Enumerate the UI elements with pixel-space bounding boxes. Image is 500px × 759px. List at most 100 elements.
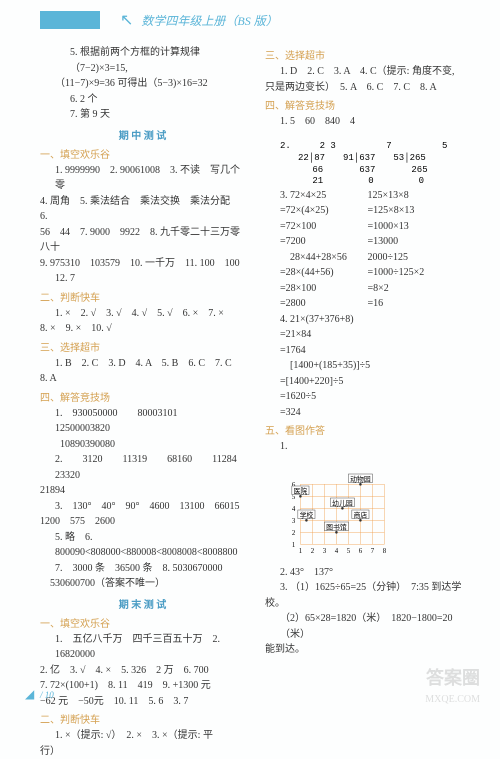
calc-line: =8×2 xyxy=(368,281,471,297)
calc-line: 4. 21×(37+376+8) xyxy=(265,312,470,328)
calc-line: 125×13×8 xyxy=(368,188,471,204)
svg-text:7: 7 xyxy=(371,548,375,555)
svg-text:1: 1 xyxy=(292,542,296,549)
text-line: （2）65×28=1820（米） 1820−1800=20（米） xyxy=(265,611,470,642)
text-line: 5. 略 6. 800090<808000<880008<8008008<800… xyxy=(40,530,245,561)
calc-line: [1400+(185+35)]÷5 xyxy=(265,358,470,374)
calc-line: =1764 xyxy=(265,343,470,359)
subsection-title: 一、填空欢乐谷 xyxy=(40,146,245,161)
text-line: 3. 130° 40° 90° 4600 13100 66015 xyxy=(40,499,245,515)
calc-line: =21×84 xyxy=(265,327,470,343)
calc-line: =1620÷5 xyxy=(265,389,470,405)
text-line: 7. 3000 条 36500 条 8. 5030670000 xyxy=(40,561,245,577)
svg-text:动物园: 动物园 xyxy=(350,475,371,484)
text-line: 只是两边变长） 5. A 6. C 7. C 8. A xyxy=(265,80,470,96)
text-line: 8. × 9. × 10. √ xyxy=(40,321,245,337)
subsection-title: 四、解答竞技场 xyxy=(265,97,470,112)
calc-line: =28×100 xyxy=(265,281,368,297)
text-line: 3. （1）1625÷65=25（分钟） 7:35 到达学 xyxy=(265,580,470,596)
text-line: 6. 2 个 xyxy=(40,92,245,108)
calc-line: =72×(4×25) xyxy=(265,203,368,219)
calc-line: 28×44+28×56 xyxy=(265,250,368,266)
svg-text:2: 2 xyxy=(311,548,315,555)
text-line: 2. 3120 11319 68160 11284 23320 xyxy=(40,452,245,483)
text-line: 10890390080 xyxy=(40,437,245,453)
subsection-title: 一、填空欢乐谷 xyxy=(40,615,245,630)
calc-line: =13000 xyxy=(368,234,471,250)
content-columns: 5. 根据前两个方框的计算规律（7−2)×3=15, （11−7)×9=36 可… xyxy=(0,40,500,759)
calc-line: =72×100 xyxy=(265,219,368,235)
subsection-title: 三、选择超市 xyxy=(265,47,470,62)
text-line: 56 44 7. 9000 9922 8. 九千零二十三万零八十 xyxy=(40,225,245,256)
svg-text:8: 8 xyxy=(383,548,387,555)
calc-line: =2800 xyxy=(265,296,368,312)
text-line: 12. 7 xyxy=(40,271,245,287)
calc-line: =324 xyxy=(265,405,470,421)
calc-pair: 3. 72×4×25 =72×(4×25) =72×100 =7200 125×… xyxy=(265,188,470,250)
header-title: 数学四年级上册（BS 版） xyxy=(141,12,277,29)
calc-line: 3. 72×4×25 xyxy=(265,188,368,204)
svg-text:图书馆: 图书馆 xyxy=(326,523,347,532)
text-line: 1. D 2. C 3. A 4. C（提示: 角度不变, xyxy=(265,64,470,80)
calc-line: =7200 xyxy=(265,234,368,250)
svg-text:2: 2 xyxy=(292,530,296,537)
text-line: 9. 975310 103579 10. 一千万 11. 100 100 xyxy=(40,256,245,272)
text-line: 行） xyxy=(40,744,245,759)
calc-pair: 28×44+28×56 =28×(44+56) =28×100 =2800 20… xyxy=(265,250,470,312)
calc-line: 2000÷125 xyxy=(368,250,471,266)
text-line: 校。 xyxy=(265,596,470,612)
text-line: 1. ×（提示: √） 2. × 3. ×（提示: 平 xyxy=(40,728,245,744)
map-grid: 12345678123456 医院动物园幼儿园学校商店图书馆 xyxy=(285,455,405,565)
text-line: 7. 72×(100+1) 8. 11 419 9. +1300 元 xyxy=(40,678,245,694)
left-column: 5. 根据前两个方框的计算规律（7−2)×3=15, （11−7)×9=36 可… xyxy=(40,45,255,759)
text-line: 4. 周角 5. 乘法结合 乘法交换 乘法分配 6. xyxy=(40,194,245,225)
text-line: 1. 五亿八千万 四千三百五十万 2. 16820000 xyxy=(40,632,245,663)
header-tab xyxy=(40,11,100,29)
arrow-icon: ↖ xyxy=(120,10,133,30)
text-line: （11−7)×9=36 可得出（5−3)×16=32 xyxy=(40,76,245,92)
svg-text:4: 4 xyxy=(335,548,339,555)
grid-svg: 12345678123456 医院动物园幼儿园学校商店图书馆 xyxy=(285,455,405,565)
page-icon: ◢ xyxy=(25,687,34,702)
text-line: 2. 43° 137° xyxy=(265,565,470,581)
text-line: 1. 5 60 840 4 xyxy=(265,114,470,130)
text-line: 1. B 2. C 3. D 4. A 5. B 6. C 7. C xyxy=(40,356,245,372)
svg-text:幼儿园: 幼儿园 xyxy=(332,499,353,508)
watermark: 答案圈 xyxy=(426,664,480,690)
subsection-title: 三、选择超市 xyxy=(40,339,245,354)
svg-text:学校: 学校 xyxy=(300,511,314,520)
svg-text:4: 4 xyxy=(292,506,296,513)
long-division: 2. 2 3 7 5 22│87 91│637 53│265 66 637 26… xyxy=(265,130,470,188)
subsection-title: 二、判断快车 xyxy=(40,289,245,304)
page-header: ↖ 数学四年级上册（BS 版） xyxy=(0,0,500,40)
subsection-title: 五、看图作答 xyxy=(265,422,470,437)
svg-text:3: 3 xyxy=(323,548,327,555)
text-line: 1. xyxy=(265,439,470,455)
text-line: 1. 9999990 2. 90061008 3. 不读 写几个零 xyxy=(40,163,245,194)
text-line: 1. × 2. √ 3. √ 4. √ 5. √ 6. × 7. × xyxy=(40,306,245,322)
section-title-final: 期 末 测 试 xyxy=(40,596,245,611)
subsection-title: 二、判断快车 xyxy=(40,711,245,726)
text-line: 7. 第 9 天 xyxy=(40,107,245,123)
right-column: 三、选择超市 1. D 2. C 3. A 4. C（提示: 角度不变, 只是两… xyxy=(255,45,470,759)
page-number: / 10 xyxy=(40,690,54,700)
calc-line: =1000÷125×2 xyxy=(368,265,471,281)
subsection-title: 四、解答竞技场 xyxy=(40,389,245,404)
text-line: 21894 xyxy=(40,483,245,499)
svg-text:5: 5 xyxy=(347,548,351,555)
svg-text:6: 6 xyxy=(359,548,363,555)
svg-text:医院: 医院 xyxy=(294,487,308,496)
calc-line: =125×8×13 xyxy=(368,203,471,219)
text-line: 1200 575 2600 xyxy=(40,514,245,530)
calc-line: =16 xyxy=(368,296,471,312)
text-line: 能到达。 xyxy=(265,642,470,658)
text-line: 2. 亿 3. √ 4. × 5. 326 2 万 6. 700 xyxy=(40,663,245,679)
text-line: 530600700（答案不唯一） xyxy=(40,576,245,592)
svg-text:3: 3 xyxy=(292,518,296,525)
svg-text:1: 1 xyxy=(299,548,303,555)
calc-line: =[1400+220]÷5 xyxy=(265,374,470,390)
text-line: 1. 930050000 80003101 12500003820 xyxy=(40,406,245,437)
text-line: −62 元 −50元 10. 11 5. 6 3. 7 xyxy=(40,694,245,710)
text-line: 8. A xyxy=(40,371,245,387)
calc-line: =1000×13 xyxy=(368,219,471,235)
